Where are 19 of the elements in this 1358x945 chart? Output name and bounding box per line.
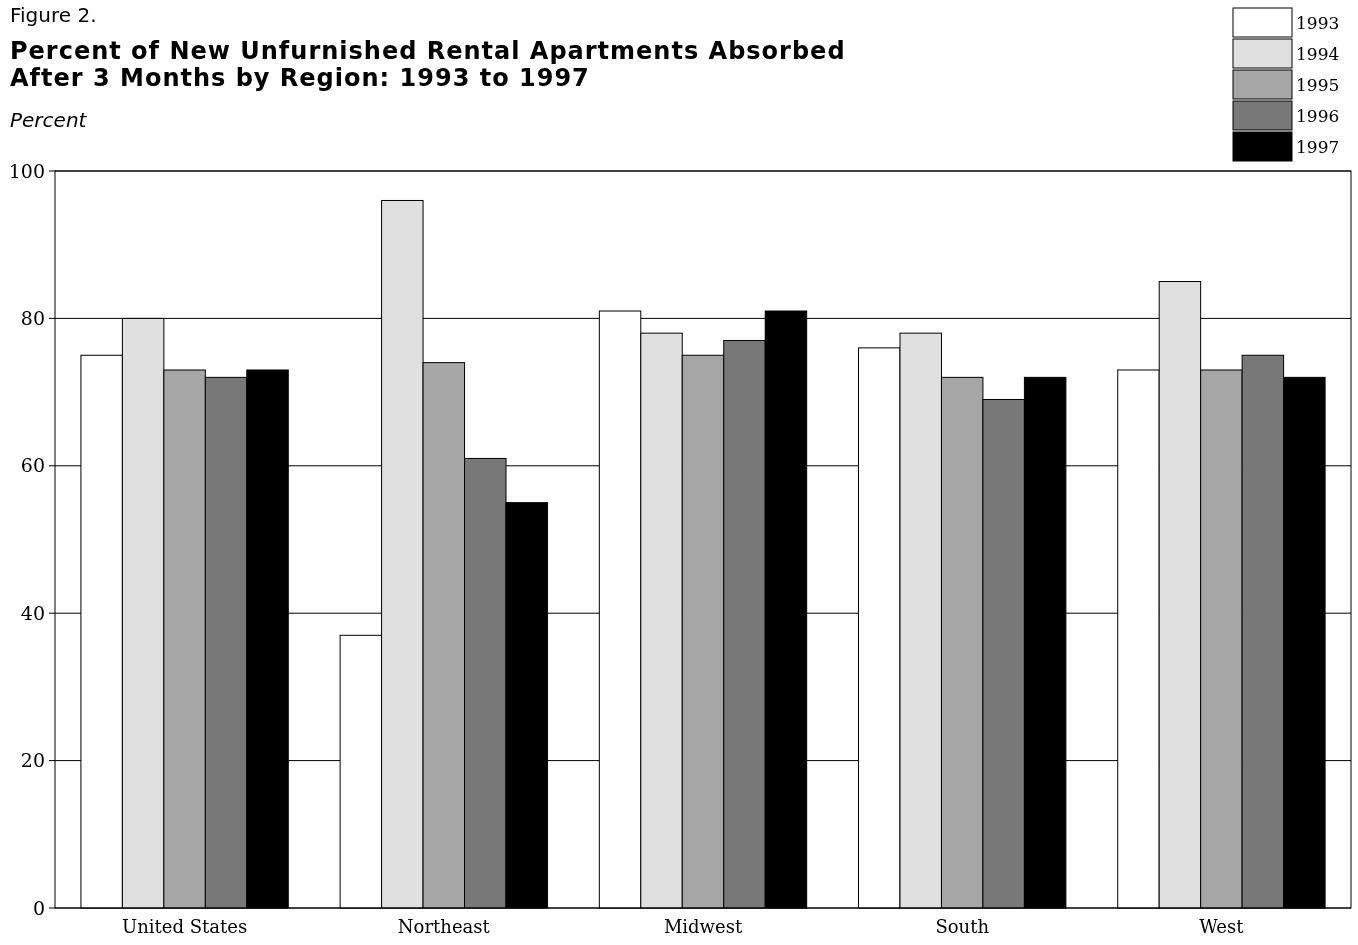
chart-title: Percent of New Unfurnished Rental Apartments Absorbed After 3 Months by Region: 1993 to 1997 <box>10 37 846 92</box>
y-tick-label: 60 <box>20 454 45 477</box>
x-tick-label: West <box>1199 916 1245 937</box>
y-tick-label: 80 <box>20 307 45 330</box>
y-axis-title: Percent <box>10 108 88 132</box>
legend-label: 1996 <box>1296 105 1340 126</box>
x-tick-label: Northeast <box>397 916 491 937</box>
x-tick-label: United States <box>122 916 248 937</box>
legend-label: 1994 <box>1296 43 1340 64</box>
legend-label: 1995 <box>1296 74 1340 95</box>
caption: Figure 2. <box>10 3 97 27</box>
y-tick-label: 100 <box>8 159 45 182</box>
legend-label: 1993 <box>1296 12 1340 33</box>
x-tick-label: Midwest <box>663 916 743 937</box>
y-tick-label: 20 <box>20 749 45 772</box>
y-tick-label: 40 <box>20 601 45 624</box>
y-tick-label: 0 <box>32 896 45 919</box>
legend-label: 1997 <box>1296 136 1340 157</box>
x-tick-label: South <box>935 916 990 937</box>
